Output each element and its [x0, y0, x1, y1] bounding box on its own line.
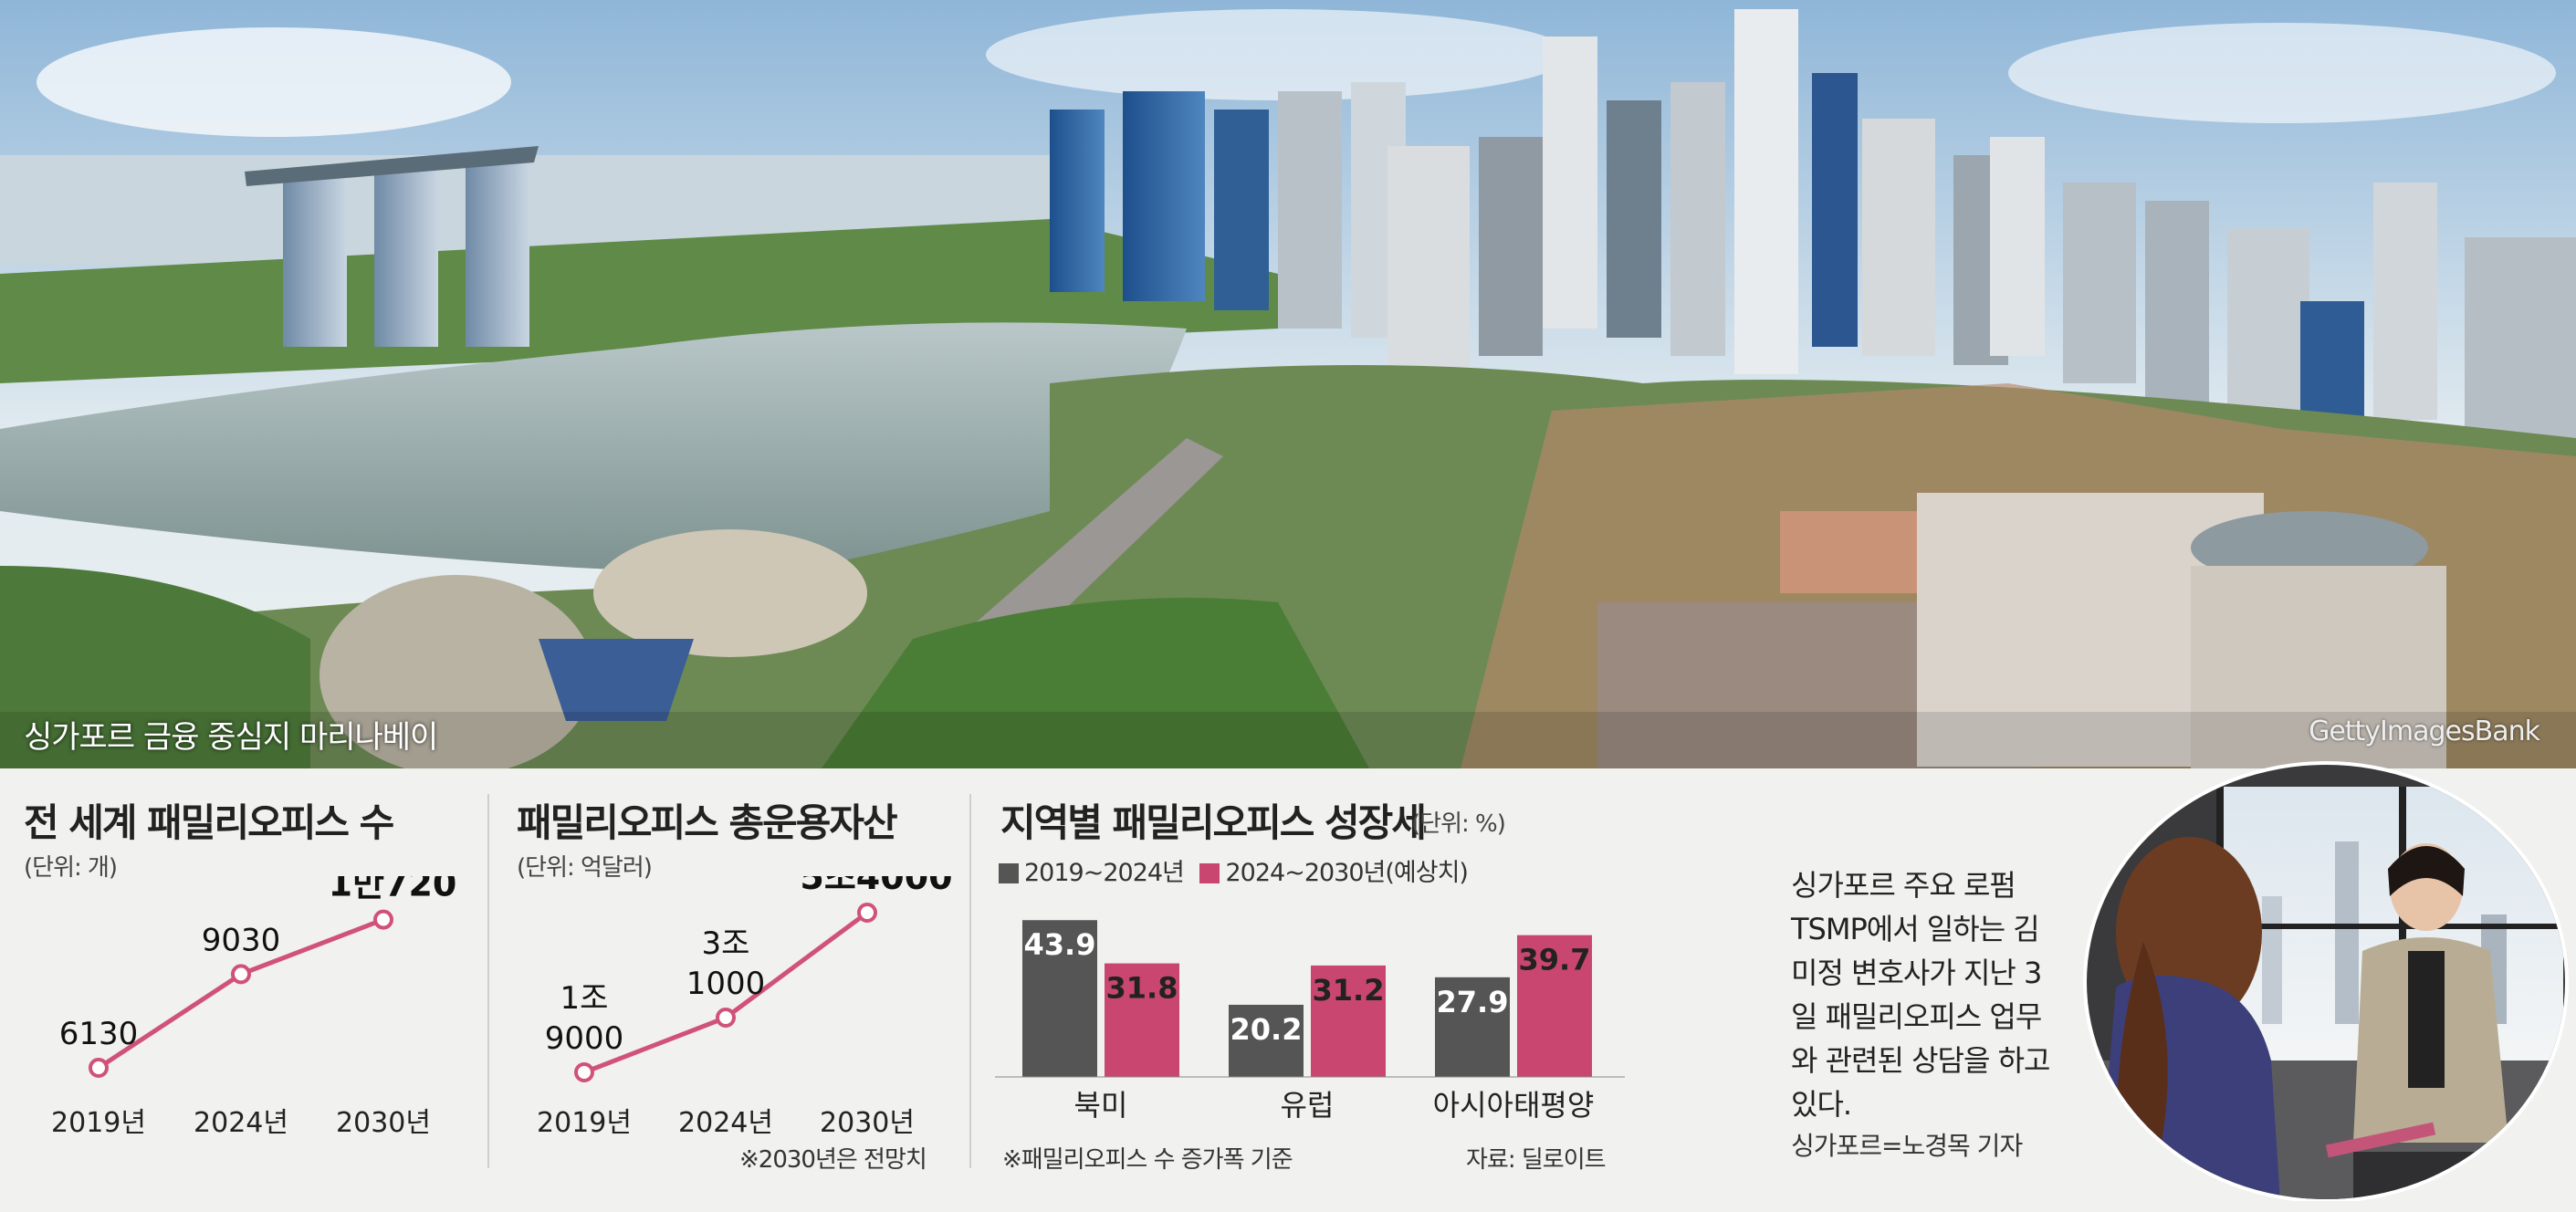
- chart2-data-label: 3조: [702, 925, 750, 962]
- chart3-regional-growth: 43.9 31.8 북미 20.2 31.2 유럽 27.9 39.7 아시아태평양: [995, 920, 1625, 1123]
- legend-item-2024-2030: 2024~2030년(예상치): [1199, 859, 1469, 887]
- byline: 싱가포르=노경목 기자: [1791, 1131, 2023, 1161]
- chart3-data-label: 31.8: [1106, 971, 1178, 1006]
- photo-side-caption: 싱가포르 주요 로펌 TSMP에서 일하는 김미정 변호사가 지난 3일 패밀리…: [1791, 868, 2050, 1122]
- chart2-data-label: 1000: [686, 966, 766, 1002]
- chart1-data-label: 1만720: [329, 876, 457, 904]
- chart3-data-label: 27.9: [1437, 985, 1509, 1019]
- chart2-unit: (단위: 억달러): [517, 854, 653, 882]
- legend-label-2019-2024: 2019~2024년: [1024, 859, 1185, 887]
- chart1-title: 전 세계 패밀리오피스 수: [24, 800, 394, 845]
- chart2-point: [857, 903, 877, 923]
- chart3-data-label: 43.9: [1024, 927, 1096, 962]
- chart3-legend: 2019~2024년 2024~2030년(예상치): [999, 852, 1469, 888]
- photo-credit: GettyImagesBank: [2309, 716, 2540, 747]
- chart3-bar: [1435, 977, 1510, 1077]
- chart2-x-tick-label: 2024년: [678, 1107, 773, 1139]
- chart3-unit: (단위: %): [1411, 810, 1506, 838]
- chart1-point: [89, 1058, 109, 1079]
- chart1-data-label: 9030: [202, 922, 281, 958]
- chart1-unit: (단위: 개): [24, 854, 118, 882]
- legend-label-2024-2030: 2024~2030년(예상치): [1225, 859, 1468, 887]
- chart1-point: [231, 964, 251, 985]
- legend-item-2019-2024: 2019~2024년: [999, 859, 1185, 887]
- marina-bay-photo: [0, 0, 2576, 768]
- chart2-data-label: 5조4000: [800, 876, 952, 897]
- chart2-point: [716, 1008, 736, 1028]
- chart1-data-label: 6130: [59, 1016, 139, 1052]
- chart3-category-label: 유럽: [1281, 1088, 1335, 1123]
- photo-caption: 싱가포르 금융 중심지 마리나베이: [24, 719, 438, 756]
- consultation-photo: [2083, 761, 2569, 1201]
- chart1-x-tick-label: 2019년: [51, 1107, 146, 1139]
- chart1-x-tick-label: 2024년: [194, 1107, 288, 1139]
- chart3-category-label: 아시아태평양: [1433, 1088, 1595, 1123]
- chart2-note: ※2030년은 전망치: [739, 1146, 927, 1174]
- chart3-data-label: 20.2: [1230, 1012, 1303, 1047]
- chart3-bar: [1105, 963, 1179, 1077]
- chart1-point: [373, 909, 393, 930]
- chart2-data-label: 1조: [560, 980, 609, 1017]
- chart1-x-tick-label: 2030년: [336, 1107, 431, 1139]
- divider-2: [969, 794, 971, 1168]
- chart3-data-label: 39.7: [1519, 943, 1591, 977]
- chart3-bar: [1229, 1004, 1304, 1077]
- chart3-data-label: 31.2: [1313, 973, 1385, 1008]
- divider-1: [487, 794, 489, 1168]
- chart3-category-label: 북미: [1074, 1088, 1128, 1123]
- chart2-data-label: 9000: [545, 1020, 624, 1057]
- chart2-x-tick-label: 2030년: [820, 1107, 915, 1139]
- chart3-title: 지역별 패밀리오피스 성장세: [1000, 800, 1427, 845]
- legend-swatch-pink: [1199, 863, 1220, 883]
- chart3-bar: [1022, 920, 1097, 1077]
- legend-swatch-dark: [999, 863, 1019, 883]
- chart3-note: ※패밀리오피스 수 증가폭 기준: [1002, 1146, 1293, 1174]
- chart3-bar: [1311, 965, 1386, 1077]
- chart2-point: [574, 1062, 594, 1082]
- chart3-source: 자료: 딜로이트: [1466, 1146, 1607, 1174]
- chart3-bar: [1517, 935, 1592, 1077]
- chart2-title: 패밀리오피스 총운용자산: [517, 800, 898, 845]
- chart2-x-tick-label: 2019년: [537, 1107, 632, 1139]
- chart1-family-office-count: 6130 2019년 9030 2024년 1만720 2030년: [51, 876, 457, 1139]
